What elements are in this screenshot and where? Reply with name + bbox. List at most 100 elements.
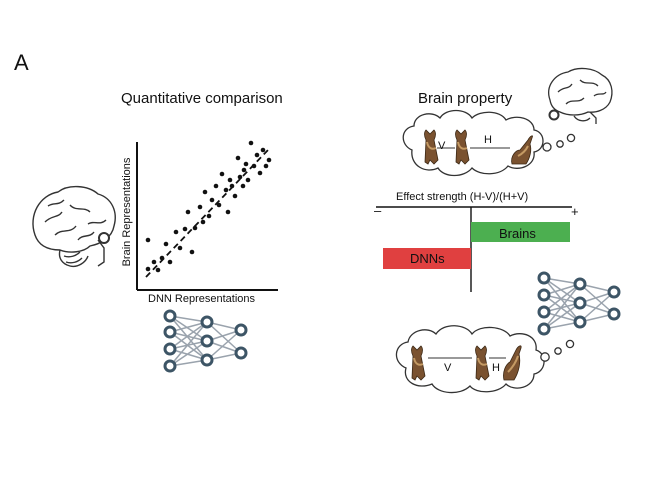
scatter-point [235, 155, 241, 161]
nn-edge [543, 283, 581, 313]
scatter-point [155, 267, 161, 273]
scatter-point [216, 202, 222, 208]
scatter-point [159, 255, 165, 261]
right-panel-title: Brain property [418, 90, 513, 107]
scatter-point [227, 177, 233, 183]
effect-bar-brains [471, 222, 570, 242]
nn-node [163, 325, 177, 339]
dog-icon [475, 345, 490, 381]
nn-edge [543, 302, 581, 330]
nn-node [573, 296, 587, 310]
scatter-point [260, 147, 266, 153]
scatter-point [251, 163, 257, 169]
x-axis-label: DNN Representations [148, 293, 255, 305]
dog-icon-rotated [503, 345, 522, 381]
brain-icon-right [548, 67, 613, 124]
brain-icon-left [32, 185, 116, 268]
scatter-point [266, 157, 272, 163]
nn-node [200, 353, 214, 367]
minus-sign: – [374, 203, 382, 218]
nn-node [163, 309, 177, 323]
scatter-point [173, 229, 179, 235]
nn-edge [543, 277, 581, 323]
bar-label-brains: Brains [499, 226, 536, 241]
scatter-point [200, 219, 206, 225]
effect-axis-label: Effect strength (H-V)/(H+V) [396, 191, 529, 203]
nn-node [163, 342, 177, 356]
nn-node [573, 315, 587, 329]
scatter-point [167, 259, 173, 265]
nn-edge [579, 283, 615, 315]
scatter-point [185, 209, 191, 215]
scatter-point [206, 213, 212, 219]
nn-edge [543, 294, 581, 323]
bottom-v-label: V [444, 362, 452, 374]
scatter-fit-line [145, 149, 269, 278]
brain-probe-icon-right [548, 109, 560, 121]
dog-icon-rotated [511, 135, 533, 165]
nn-node [607, 307, 621, 321]
scatter-point [240, 183, 246, 189]
scatter-point [223, 187, 229, 193]
scatter-point [232, 193, 238, 199]
nn-node [537, 305, 551, 319]
nn-edge [169, 315, 208, 361]
effect-bars [383, 222, 570, 269]
panel-label: A [14, 50, 29, 75]
nn-edge [579, 291, 615, 323]
scatter-point [241, 167, 247, 173]
y-axis-label: Brain Representations [121, 157, 133, 267]
scatter-point [219, 171, 225, 177]
scatter-point [248, 140, 254, 146]
top-v-label: V [438, 140, 446, 152]
nn-edge [543, 277, 581, 304]
scatter-point [145, 237, 151, 243]
nn-edge [169, 331, 208, 361]
nn-node [163, 359, 177, 373]
nn-node [607, 285, 621, 299]
scatter-point [213, 183, 219, 189]
scatter-point [177, 245, 183, 251]
nn-node [234, 323, 248, 337]
scatter-point [209, 197, 215, 203]
nn-edge [169, 321, 208, 367]
nn-node [573, 277, 587, 291]
scatter-point [202, 189, 208, 195]
plus-sign: + [571, 204, 579, 219]
nn-edge [206, 329, 242, 361]
scatter-point [257, 170, 263, 176]
scatter-point [163, 241, 169, 247]
scatter-point [151, 259, 157, 265]
dog-icon [424, 129, 439, 165]
neural-network-nodes-left [163, 309, 248, 373]
scatter-point [192, 225, 198, 231]
scatter-point [145, 266, 151, 272]
scatter-point [243, 161, 249, 167]
scatter-point [263, 163, 269, 169]
scatter-point [182, 226, 188, 232]
scatter-point [225, 209, 231, 215]
nn-node [537, 271, 551, 285]
scatter-points [145, 140, 272, 273]
scatter-point [197, 204, 203, 210]
top-h-label: H [484, 134, 492, 146]
nn-edge [543, 283, 581, 330]
nn-node [234, 346, 248, 360]
bar-label-dnns: DNNs [410, 251, 445, 266]
brain-probe-icon [98, 232, 110, 244]
dog-icon [455, 129, 470, 165]
nn-edge [169, 321, 208, 350]
bottom-h-label: H [492, 362, 500, 374]
scatter-point [254, 152, 260, 158]
neural-network-nodes-right [537, 271, 621, 336]
nn-node [200, 334, 214, 348]
nn-edge [169, 340, 208, 367]
nn-edge [169, 315, 208, 342]
nn-node [537, 322, 551, 336]
scatter-point [229, 183, 235, 189]
scatter-point [245, 177, 251, 183]
dog-icon [411, 345, 426, 381]
scatter-point [237, 174, 243, 180]
nn-edge [206, 321, 242, 354]
